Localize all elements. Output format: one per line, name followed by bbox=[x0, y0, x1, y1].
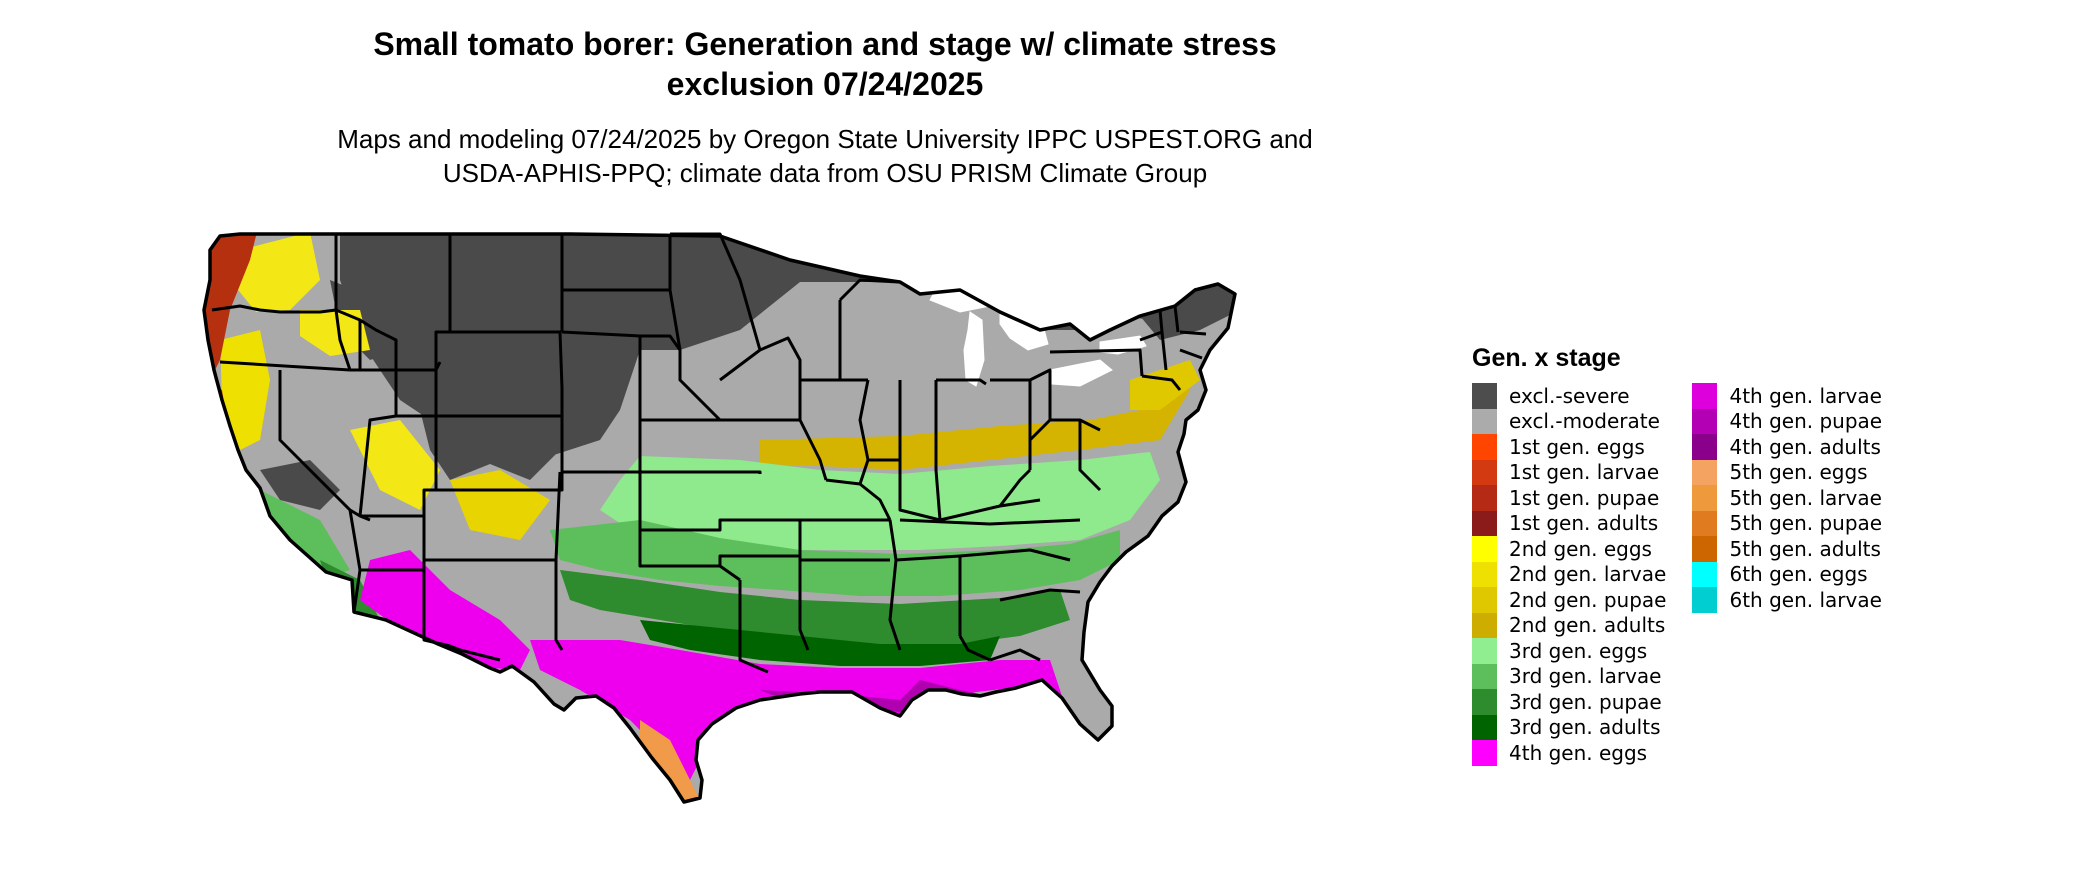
legend-label: 6th gen. eggs bbox=[1729, 562, 1868, 587]
subtitle-line-1: Maps and modeling 07/24/2025 by Oregon S… bbox=[337, 124, 1313, 154]
legend-swatch bbox=[1472, 408, 1497, 434]
legend-item: 3rd gen. adults bbox=[1472, 714, 1666, 740]
legend-swatch bbox=[1472, 485, 1497, 511]
stage-fill-layer bbox=[204, 234, 1235, 802]
legend-label: 5th gen. adults bbox=[1729, 536, 1881, 561]
legend-label: 5th gen. pupae bbox=[1729, 511, 1883, 536]
legend-swatch bbox=[1472, 663, 1497, 689]
legend-label: 4th gen. adults bbox=[1729, 434, 1881, 459]
legend-item: 1st gen. eggs bbox=[1472, 434, 1666, 460]
legend-item: 3rd gen. pupae bbox=[1472, 689, 1666, 715]
legend-label: 2nd gen. larvae bbox=[1509, 562, 1667, 587]
legend-swatch bbox=[1692, 510, 1718, 536]
legend-item: 2nd gen. larvae bbox=[1472, 561, 1667, 587]
legend-label: 2nd gen. adults bbox=[1509, 613, 1666, 638]
legend-swatch bbox=[1472, 510, 1497, 536]
legend-swatch bbox=[1472, 714, 1497, 740]
legend-swatch bbox=[1692, 536, 1718, 562]
legend-label: 4th gen. pupae bbox=[1729, 409, 1883, 434]
legend-label: 5th gen. eggs bbox=[1729, 460, 1868, 485]
legend-label: 1st gen. adults bbox=[1509, 511, 1659, 536]
legend-swatch bbox=[1472, 612, 1497, 638]
legend-item: 4th gen. eggs bbox=[1472, 740, 1666, 766]
legend-item: excl.-moderate bbox=[1472, 408, 1666, 434]
legend-item: 6th gen. larvae bbox=[1692, 587, 1882, 613]
legend-swatch bbox=[1472, 689, 1497, 715]
legend-label: 1st gen. pupae bbox=[1509, 485, 1660, 510]
legend-label: 1st gen. larvae bbox=[1509, 460, 1660, 485]
legend-label: 3rd gen. eggs bbox=[1509, 638, 1648, 663]
legend-label: 1st gen. eggs bbox=[1509, 434, 1645, 459]
us-map bbox=[200, 220, 1440, 892]
legend-label: 3rd gen. larvae bbox=[1509, 664, 1662, 689]
legend: Gen. x stage excl.-severe excl.-moderate 1… bbox=[1472, 344, 1882, 766]
legend-label: 3rd gen. adults bbox=[1509, 715, 1661, 740]
legend-title: Gen. x stage bbox=[1472, 344, 1621, 372]
legend-label: excl.-severe bbox=[1509, 383, 1630, 408]
legend-label: 5th gen. larvae bbox=[1729, 485, 1882, 510]
legend-label: 4th gen. larvae bbox=[1729, 383, 1882, 408]
legend-swatch bbox=[1692, 434, 1718, 460]
legend-label: 2nd gen. pupae bbox=[1509, 587, 1667, 612]
legend-swatch bbox=[1472, 536, 1497, 562]
us-outline bbox=[202, 232, 1237, 804]
legend-swatch bbox=[1692, 408, 1718, 434]
legend-item: 1st gen. pupae bbox=[1472, 485, 1666, 511]
legend-item: 5th gen. adults bbox=[1692, 536, 1882, 562]
legend-column-2: 4th gen. larvae 4th gen. pupae 4th gen. ad… bbox=[1692, 383, 1882, 766]
legend-label: 3rd gen. pupae bbox=[1509, 689, 1662, 714]
map-subtitle: Maps and modeling 07/24/2025 by Oregon S… bbox=[300, 122, 1350, 190]
title-line-1: Small tomato borer: Generation and stage… bbox=[373, 26, 1277, 62]
legend-item: 6th gen. eggs bbox=[1692, 561, 1882, 587]
legend-swatch bbox=[1472, 587, 1497, 613]
map-title: Small tomato borer: Generation and stage… bbox=[300, 24, 1350, 104]
legend-item: 1st gen. larvae bbox=[1472, 459, 1666, 485]
legend-label: 2nd gen. eggs bbox=[1509, 536, 1652, 561]
legend-item: 2nd gen. adults bbox=[1472, 612, 1666, 638]
legend-swatch bbox=[1472, 383, 1497, 409]
legend-item: 1st gen. adults bbox=[1472, 510, 1666, 536]
legend-swatch bbox=[1472, 434, 1497, 460]
legend-label: 4th gen. eggs bbox=[1509, 740, 1648, 765]
legend-swatch bbox=[1692, 383, 1718, 409]
legend-item: 5th gen. larvae bbox=[1692, 485, 1882, 511]
legend-swatch bbox=[1472, 740, 1497, 766]
legend-swatch bbox=[1472, 561, 1497, 587]
state-borders bbox=[211, 232, 1207, 674]
legend-item: 5th gen. pupae bbox=[1692, 510, 1883, 536]
legend-item: 3rd gen. eggs bbox=[1472, 638, 1666, 664]
legend-item: excl.-severe bbox=[1472, 383, 1666, 409]
legend-swatch bbox=[1692, 561, 1718, 587]
legend-swatch bbox=[1692, 587, 1718, 613]
legend-item: 5th gen. eggs bbox=[1692, 459, 1882, 485]
title-line-2: exclusion 07/24/2025 bbox=[666, 66, 984, 102]
legend-swatch bbox=[1692, 459, 1718, 485]
legend-item: 2nd gen. eggs bbox=[1472, 536, 1666, 562]
legend-label: 6th gen. larvae bbox=[1729, 587, 1882, 612]
us-map-svg bbox=[202, 232, 1237, 804]
legend-item: 2nd gen. pupae bbox=[1472, 587, 1666, 613]
legend-label: excl.-moderate bbox=[1509, 409, 1660, 434]
legend-columns: excl.-severe excl.-moderate 1st gen. eggs 1… bbox=[1472, 383, 1882, 766]
legend-column-1: excl.-severe excl.-moderate 1st gen. eggs 1… bbox=[1472, 383, 1666, 766]
legend-item: 4th gen. larvae bbox=[1692, 383, 1882, 409]
legend-swatch bbox=[1472, 459, 1497, 485]
legend-swatch bbox=[1692, 485, 1718, 511]
legend-swatch bbox=[1472, 638, 1497, 664]
legend-item: 3rd gen. larvae bbox=[1472, 663, 1666, 689]
legend-item: 4th gen. adults bbox=[1692, 434, 1882, 460]
subtitle-line-2: USDA-APHIS-PPQ; climate data from OSU PR… bbox=[442, 158, 1208, 188]
legend-item: 4th gen. pupae bbox=[1692, 408, 1883, 434]
